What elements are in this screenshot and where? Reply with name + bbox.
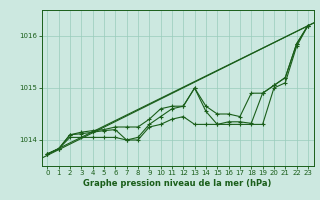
X-axis label: Graphe pression niveau de la mer (hPa): Graphe pression niveau de la mer (hPa) <box>84 179 272 188</box>
